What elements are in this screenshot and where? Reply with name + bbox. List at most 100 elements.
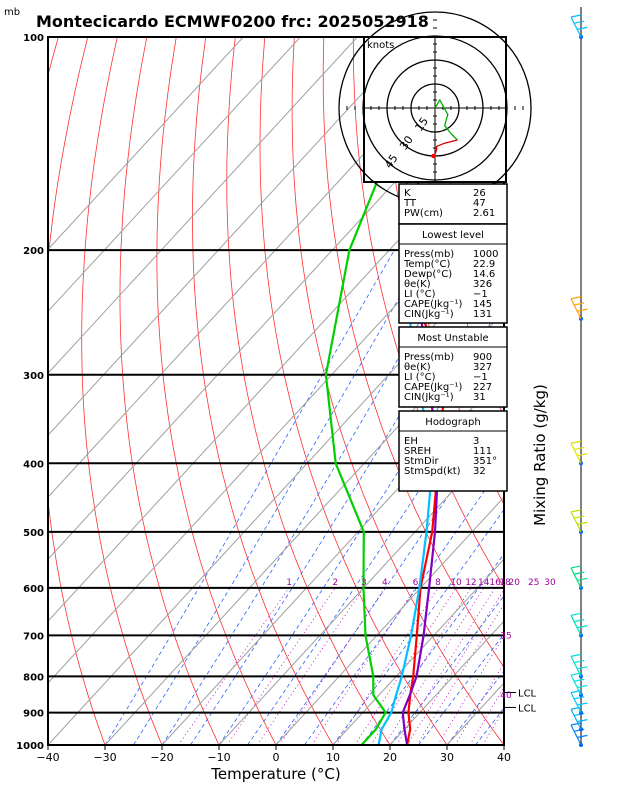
lowest-level-row-label: Press(mb) [404, 249, 454, 260]
wind-barb-flag [574, 446, 585, 451]
most-unstable-row-value: 900 [473, 352, 492, 363]
lowest-level-row-value: 14.6 [473, 269, 495, 280]
most-unstable-row-label: CAPE(Jkg⁻¹) [404, 382, 462, 393]
lowest-level-row-value: 1000 [473, 249, 498, 260]
wind-barb-flag [574, 712, 585, 717]
lowest-level-row-value: 326 [473, 279, 492, 290]
mixing-ratio-label: 6 [413, 578, 419, 588]
hodograph-stats-row-value: 111 [473, 446, 492, 457]
mixing-ratio-line [354, 587, 457, 745]
pressure-tick-label: 100 [23, 33, 44, 44]
mixing-ratio-line [335, 587, 439, 745]
temperature-tick-label: −30 [93, 751, 116, 764]
wind-barb-staff [570, 724, 582, 746]
wind-barb-flag [574, 618, 585, 623]
wind-barb-staff [570, 567, 582, 589]
dry-adiabat [156, 37, 277, 745]
wind-barb-flag [574, 678, 585, 682]
hodograph-trace-low [434, 98, 458, 141]
wind-barb [570, 440, 588, 464]
indices-row-value: 26 [473, 188, 486, 199]
wind-barb-staff [570, 511, 582, 533]
lowest-level-row-label: CIN(Jkg⁻¹) [404, 309, 454, 320]
mixing-ratio-label: 14 [478, 578, 490, 588]
mixing-ratio-label: 4 [382, 578, 388, 588]
wind-barb-staff [570, 708, 582, 730]
hodograph-stats-row-label: EH [404, 436, 418, 447]
mixing-ratio-label: 3 [361, 578, 367, 588]
dry-adiabat [81, 37, 163, 745]
mixing-ratio-label: 18 [499, 578, 511, 588]
isotherm [48, 37, 415, 436]
most-unstable-row-label: Press(mb) [404, 352, 454, 363]
temperature-tick-label: 20 [383, 751, 397, 764]
lowest-level-row-value: 22.9 [473, 259, 495, 270]
wind-barb-flag [577, 625, 588, 629]
temperature-tick-label: 40 [497, 751, 511, 764]
temperature-tick-label: 0 [273, 751, 280, 764]
wind-barb-flag [577, 577, 588, 581]
wind-barb-flag [570, 296, 582, 300]
moist-adiabat [104, 249, 395, 745]
mixing-ratio-label: 16 [489, 578, 501, 588]
mixing-ratio-line [469, 686, 504, 745]
pressure-tick-label: 900 [23, 709, 44, 720]
wind-barb-flag [570, 14, 582, 18]
temperature-tick-label: −10 [207, 751, 230, 764]
wind-barb-flag [577, 734, 588, 738]
most-unstable-row-value: −1 [473, 372, 488, 383]
x-axis-label: Temperature (°C) [210, 765, 340, 783]
mixing-ratio-label: 35 [500, 631, 511, 641]
dry-adiabat [259, 37, 448, 745]
wind-barb-flag [577, 26, 588, 30]
wind-barb-flag [570, 653, 582, 657]
wind-barb-flag [574, 515, 585, 519]
wind-barb [570, 14, 588, 38]
indices-box [398, 183, 508, 225]
dry-adiabat [48, 37, 106, 745]
lowest-level-box [398, 223, 508, 324]
moist-adiabat [418, 633, 504, 745]
hodograph-stats-box [398, 410, 508, 492]
chart-title: Montecicardo ECMWF0200 frc: 2025052918 [36, 12, 429, 31]
isotherm [275, 496, 504, 745]
wind-barb-flag [574, 302, 585, 306]
wind-barb-staff [570, 615, 582, 636]
hodograph-unit-label: knots [367, 40, 394, 51]
lowest-level-row-label: θe(K) [404, 279, 431, 290]
isotherm [503, 744, 504, 745]
lcl-label: LCL [518, 688, 537, 699]
temperature-tick-label: 30 [440, 751, 454, 764]
wind-barb-flag [577, 453, 588, 457]
wind-barb-staff [570, 656, 582, 677]
wind-barb-flag [574, 696, 585, 700]
pressure-tick-label: 200 [23, 246, 44, 257]
wind-barb-flag [570, 722, 582, 726]
wind-barb-staff [570, 298, 582, 320]
lcl-label: LCL [518, 703, 537, 714]
indices-row-value: 2.61 [473, 208, 495, 219]
moist-adiabat [218, 300, 504, 745]
dry-adiabat [500, 37, 504, 62]
mixing-ratio-line [279, 587, 386, 745]
wind-barb-flag [570, 509, 582, 513]
mixing-ratio-label: 2 [332, 578, 338, 588]
lowest-level-row-label: LI (°C) [404, 289, 436, 300]
wind-barb-flag [577, 702, 588, 706]
lcl-markers: LCL LCL [504, 688, 537, 714]
mixing-ratio-label: 10 [450, 578, 462, 588]
lowest-level-row-label: Temp(°C) [403, 259, 451, 270]
wind-barbs [570, 7, 588, 747]
dry-adiabat [560, 37, 618, 745]
hodograph-stats-row-label: StmDir [404, 456, 439, 467]
wind-barb-flag [577, 684, 588, 689]
dry-adiabat [352, 37, 504, 589]
mixing-ratio-label: 12 [465, 578, 476, 588]
wind-barb-flag [577, 719, 588, 723]
wind-barb-flag [574, 20, 585, 24]
mixing-ratio-line [437, 635, 504, 745]
wind-barb-staff [570, 692, 582, 713]
isotherm [48, 37, 244, 251]
wind-barb-flag [577, 666, 588, 670]
